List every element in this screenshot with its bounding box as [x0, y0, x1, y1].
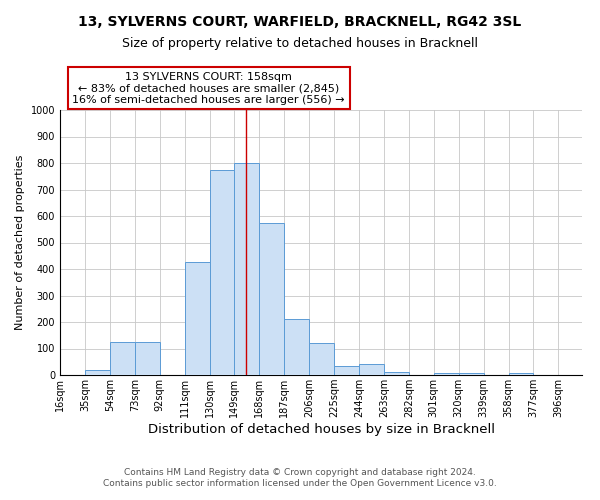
Bar [434, 373, 459, 375]
Text: Size of property relative to detached houses in Bracknell: Size of property relative to detached ho… [122, 38, 478, 51]
Bar [509, 373, 533, 375]
Bar [259, 222, 284, 375]
Text: Contains HM Land Registry data © Crown copyright and database right 2024.
Contai: Contains HM Land Registry data © Crown c… [103, 468, 497, 487]
Bar [235, 163, 259, 375]
Bar [309, 343, 334, 375]
Bar [334, 366, 359, 375]
Bar [209, 170, 235, 375]
Bar [135, 342, 160, 375]
Bar [185, 262, 209, 375]
Bar [85, 370, 110, 375]
Bar [284, 320, 309, 375]
Bar [384, 372, 409, 375]
Text: 13 SYLVERNS COURT: 158sqm
← 83% of detached houses are smaller (2,845)
16% of se: 13 SYLVERNS COURT: 158sqm ← 83% of detac… [73, 72, 345, 104]
Bar [459, 373, 484, 375]
Bar [110, 342, 135, 375]
Y-axis label: Number of detached properties: Number of detached properties [15, 155, 25, 330]
Bar [359, 364, 384, 375]
Text: 13, SYLVERNS COURT, WARFIELD, BRACKNELL, RG42 3SL: 13, SYLVERNS COURT, WARFIELD, BRACKNELL,… [79, 15, 521, 29]
X-axis label: Distribution of detached houses by size in Bracknell: Distribution of detached houses by size … [148, 423, 494, 436]
